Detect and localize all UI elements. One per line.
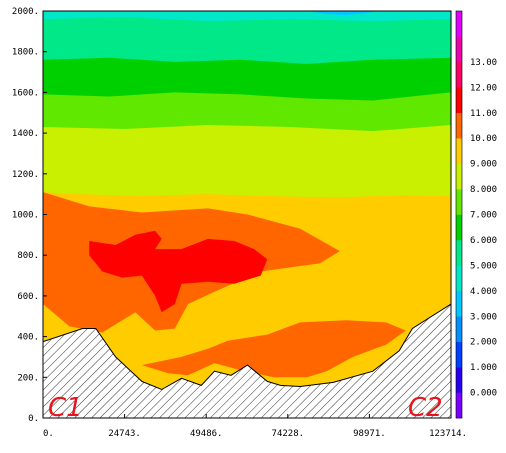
x-tick-label: 49486.: [190, 429, 223, 439]
y-tick-label: 400.: [17, 333, 39, 343]
colorbar-swatch: [456, 214, 462, 241]
colorbar-label: 8.000: [470, 185, 497, 195]
colorbar-label: 5.000: [470, 261, 497, 271]
colorbar-label: 2.000: [470, 338, 497, 348]
x-tick-label: 74228.: [272, 429, 305, 439]
x-tick-label: 123714.: [429, 429, 467, 439]
colorbar-frame: [455, 10, 463, 419]
y-tick-label: 1800.: [12, 48, 39, 58]
axes: 0. 200. 400. 600. 800. 1000. 1200. 1400. 1600. 18…: [12, 7, 467, 439]
colorbar-label: 11.00: [470, 109, 497, 119]
contour-level-11-region-1: [89, 230, 268, 313]
colorbar-swatch: [456, 316, 462, 342]
y-tick-label: 600.: [17, 292, 39, 302]
colorbar-label: 6.000: [470, 236, 497, 246]
y-tick-label: 200.: [17, 373, 39, 383]
colorbar-label: 4.000: [470, 287, 497, 297]
colorbar-label: 0.000: [470, 389, 497, 399]
y-tick-label: 1400.: [12, 129, 39, 139]
colorbar-swatch: [456, 341, 462, 368]
terrain-hatch: [43, 304, 451, 418]
colorbar-label: 10.00: [470, 134, 497, 144]
colorbar-swatch: [456, 87, 462, 114]
colorbar-label: 9.000: [470, 160, 497, 170]
terrain-outline: [43, 303, 451, 391]
colorbar: 0.000 1.000 2.000 3.000 4.000 5.000 6.000 7.000…: [455, 10, 497, 419]
plot-area: [43, 11, 451, 418]
colorbar-swatch: [456, 112, 462, 139]
colorbar-swatch: [456, 239, 462, 266]
y-tick-label: 0.: [28, 414, 39, 424]
y-tick-label: 1000.: [12, 211, 39, 221]
colorbar-swatch: [456, 11, 462, 37]
colorbar-label: 13.00: [470, 58, 497, 68]
x-tick-label: 24743.: [108, 429, 141, 439]
band-above-level-3: [306, 11, 380, 16]
colorbar-label: 12.00: [470, 83, 497, 93]
contour-level-10-region-2: [141, 320, 406, 378]
colorbar-label: 3.000: [470, 312, 497, 322]
corner-label-left: C1: [48, 393, 83, 423]
y-tick-label: 1200.: [12, 170, 39, 180]
colorbar-swatch: [456, 61, 462, 88]
colorbar-swatch: [456, 189, 462, 215]
colorbar-swatch: [456, 367, 462, 393]
colorbar-swatch: [456, 138, 462, 164]
colorbar-label: 1.000: [470, 363, 497, 373]
colorbar-swatch: [456, 290, 462, 317]
colorbar-swatch: [456, 392, 462, 419]
x-tick-label: 98971.: [353, 429, 386, 439]
y-tick-label: 1600.: [12, 88, 39, 98]
x-tick-label: 0.: [43, 429, 54, 439]
colorbar-swatch: [456, 163, 462, 190]
colorbar-label: 7.000: [470, 211, 497, 221]
colorbar-swatch: [456, 36, 462, 63]
y-tick-label: 800.: [17, 251, 39, 261]
y-tick-label: 2000.: [12, 7, 39, 17]
corner-label-right: C2: [408, 393, 443, 423]
colorbar-swatch: [456, 265, 462, 292]
band-above-level-5: [43, 11, 451, 64]
